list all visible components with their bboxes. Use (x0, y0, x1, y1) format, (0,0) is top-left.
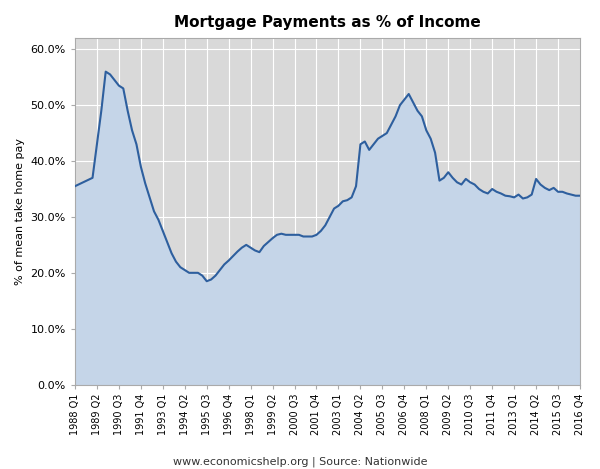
Text: www.economicshelp.org | Source: Nationwide: www.economicshelp.org | Source: Nationwi… (173, 456, 427, 467)
Title: Mortgage Payments as % of Income: Mortgage Payments as % of Income (174, 15, 481, 30)
Y-axis label: % of mean take home pay: % of mean take home pay (15, 138, 25, 285)
